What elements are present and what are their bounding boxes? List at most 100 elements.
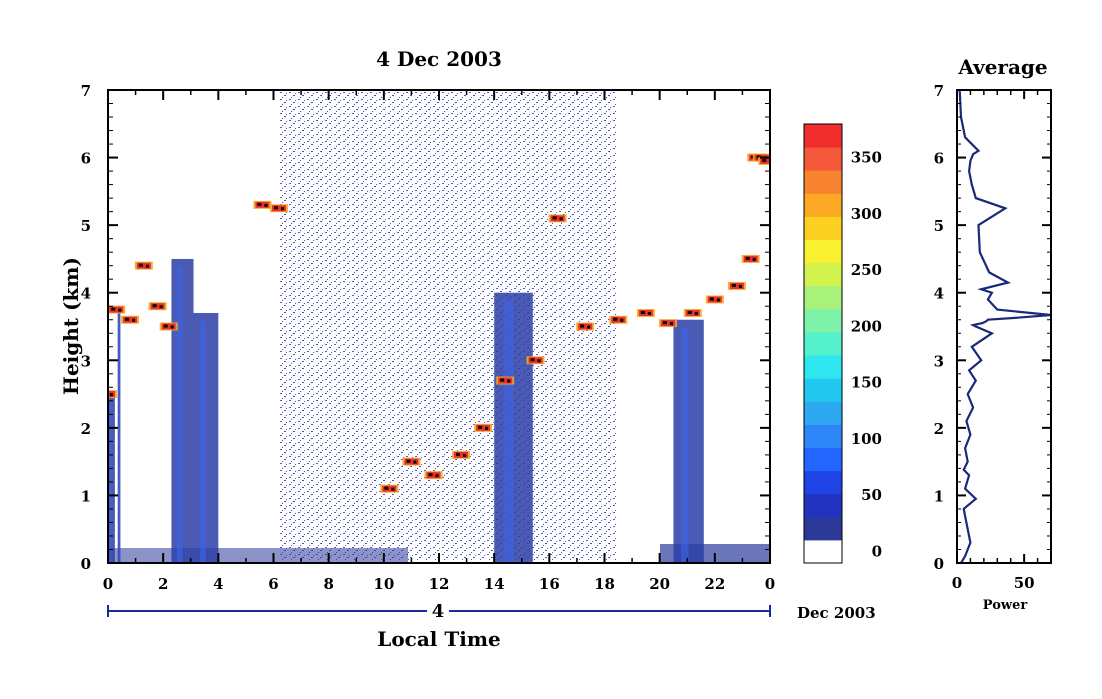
side-x-tick-label: 0 (952, 574, 962, 592)
echo-core (476, 424, 491, 431)
y-tick-label: 5 (81, 217, 91, 235)
rain-shaft-core (199, 320, 206, 563)
rain-shaft (171, 258, 194, 563)
colorbar-segment (804, 308, 842, 333)
colorbar-segment (804, 239, 842, 264)
colorbar-tick-label: 300 (851, 205, 882, 223)
echo-point (716, 298, 720, 302)
colorbar (804, 124, 842, 564)
colorbar-segment (804, 355, 842, 379)
main-heatmap (108, 90, 770, 563)
side-average-power-line (958, 89, 1052, 564)
echo-point (669, 322, 673, 326)
echo-core (578, 323, 593, 330)
echo-point (500, 378, 505, 382)
echo-point (281, 207, 285, 211)
echo-core (426, 472, 441, 479)
echo-point (752, 257, 756, 261)
echo-core (150, 303, 165, 310)
side-y-tick-label: 1 (934, 487, 944, 505)
side-chart-title: Average (957, 55, 1047, 79)
side-y-tick-label: 2 (934, 420, 944, 438)
x-tick-label: 12 (429, 575, 450, 593)
colorbar-tick-label: 250 (851, 261, 882, 279)
echo-point (580, 324, 585, 328)
colorbar-tick-label: 50 (861, 486, 882, 504)
side-y-tick-label: 4 (934, 285, 944, 303)
x-tick-label: 10 (373, 575, 394, 593)
echo-point (257, 202, 262, 206)
echo-core (272, 205, 287, 212)
rain-shaft-core (118, 314, 120, 563)
colorbar-segment (804, 401, 842, 425)
date-label: Dec 2003 (797, 604, 876, 622)
x-tick-label: 16 (539, 575, 560, 593)
y-tick-label: 4 (81, 285, 91, 303)
y-tick-label: 3 (81, 352, 91, 370)
echo-core (638, 309, 653, 316)
echo-core (550, 215, 565, 222)
echo-point (537, 359, 541, 363)
rain-shaft-core (681, 327, 689, 563)
echo-point (170, 325, 174, 329)
echo-point (435, 474, 439, 478)
echo-point (745, 256, 750, 260)
echo-point (620, 318, 624, 322)
ground-clutter-left (108, 548, 408, 563)
y-tick-label: 6 (81, 150, 91, 168)
echo-core (498, 377, 513, 384)
echo-point (559, 217, 563, 221)
echo-point (478, 425, 483, 429)
echo-point (132, 318, 136, 322)
echo-point (647, 311, 651, 315)
colorbar-segment (804, 262, 842, 287)
x-tick-label: 0 (765, 575, 775, 593)
x-tick-label: 18 (594, 575, 615, 593)
colorbar-segment (804, 493, 842, 518)
colorbar-tick-label: 150 (851, 374, 882, 392)
echo-core (660, 320, 675, 327)
colorbar-segment (804, 193, 842, 217)
echo-point (762, 158, 767, 162)
echo-point (507, 379, 511, 383)
y-tick-label: 2 (81, 420, 91, 438)
colorbar-segment (804, 331, 842, 356)
side-y-tick-label: 0 (934, 555, 944, 573)
side-y-tick-label: 5 (934, 217, 944, 235)
side-y-tick-label: 7 (934, 82, 944, 100)
x-tick-label: 8 (323, 575, 333, 593)
echo-point (111, 307, 116, 311)
echo-core (528, 357, 543, 364)
echo-point (694, 311, 698, 315)
colorbar-tick-label: 200 (851, 317, 882, 335)
y-tick-label: 7 (81, 82, 91, 100)
colorbar-segment (804, 285, 842, 310)
x-tick-label: 22 (704, 575, 725, 593)
echo-point (406, 459, 411, 463)
colorbar-tick-label: 350 (851, 149, 882, 167)
echo-point (428, 473, 433, 477)
echo-point (552, 216, 557, 220)
echo-point (264, 203, 268, 207)
side-x-axis-label: Power (983, 598, 1028, 613)
echo-point (456, 452, 461, 456)
y-tick-label: 1 (81, 487, 91, 505)
colorbar-frame (803, 123, 843, 564)
side-plot-frame (956, 89, 1052, 564)
echo-point (613, 317, 618, 321)
echo-point (384, 486, 389, 490)
echo-core (707, 296, 722, 303)
rain-shaft-core (176, 266, 183, 563)
echo-point (413, 460, 417, 464)
side-x-tick-label: 50 (1014, 574, 1035, 592)
day-label: 4 (432, 601, 445, 622)
echo-point (118, 308, 122, 312)
x-tick-label: 2 (158, 575, 168, 593)
echo-point (145, 264, 149, 268)
x-tick-label: 20 (649, 575, 670, 593)
echo-core (255, 201, 270, 208)
echo-core (136, 262, 151, 269)
side-axes: 0 1 2 3 4 5 6 7 0 50 (934, 82, 1051, 592)
rain-shaft-core (109, 402, 112, 563)
x-tick-label: 6 (268, 575, 278, 593)
